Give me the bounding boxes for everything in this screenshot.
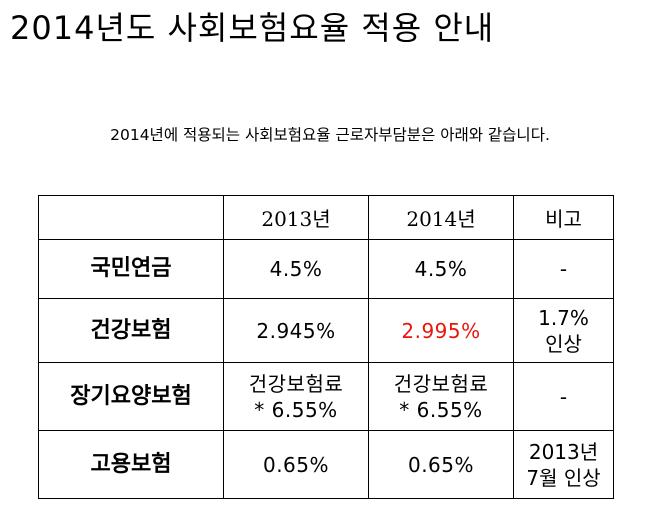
cell-2014-long-term-care: 건강보험료 * 6.55% [368,362,514,431]
row-label-national-pension: 국민연금 [38,239,224,299]
cell-note-long-term-care: - [513,362,614,431]
page-title: 2014년도 사회보험요율 적용 안내 [10,9,495,47]
cell-line-highlighted: 2.995% [401,318,481,343]
table-row-long-term-care: 장기요양보험 건강보험료 * 6.55% 건강보험료 * 6.55% - [38,362,614,431]
cell-2014-health-insurance: 2.995% [368,298,514,363]
cell-note-health-insurance: 1.7% 인상 [513,298,614,363]
cell-2014-national-pension: 4.5% [368,239,514,299]
cell-line: 4.5% [414,257,468,281]
cell-2014-employment-insurance: 0.65% [368,430,514,499]
cell-line: 건강보험료 [248,371,344,396]
cell-note-national-pension: - [513,239,614,299]
row-label-health-insurance: 건강보험 [38,298,224,363]
cell-2013-national-pension: 4.5% [223,239,369,299]
table-header-row: 2013년 2014년 비고 [38,195,614,240]
cell-line: 2013년 [528,439,599,464]
table-row-employment-insurance: 고용보험 0.65% 0.65% 2013년 7월 인상 [38,430,614,499]
cell-line: 7월 인상 [526,465,601,490]
cell-line: 2.945% [256,318,336,343]
header-note: 비고 [513,195,614,240]
header-2014: 2014년 [368,195,514,240]
insurance-rate-table: 2013년 2014년 비고 국민연금 4.5% 4.5% - 건강보험 2.9… [38,195,614,499]
cell-2013-employment-insurance: 0.65% [223,430,369,499]
header-blank-cell [38,195,224,240]
row-label-long-term-care: 장기요양보험 [38,362,224,431]
cell-2013-health-insurance: 2.945% [223,298,369,363]
cell-line: * 6.55% [399,397,483,422]
cell-line: 1.7% [538,305,589,330]
cell-line: 0.65% [262,452,330,477]
header-2013: 2013년 [223,195,369,240]
cell-line: - [559,257,568,281]
cell-line: * 6.55% [254,397,338,422]
cell-line: 건강보험료 [393,371,489,396]
cell-line: 인상 [545,331,582,356]
cell-line: 0.65% [407,452,475,477]
cell-2013-long-term-care: 건강보험료 * 6.55% [223,362,369,431]
cell-line: 4.5% [269,257,323,281]
cell-line: - [559,384,568,409]
page-subtitle: 2014년에 적용되는 사회보험요율 근로자부담분은 아래와 같습니다. [110,126,550,144]
table-row-health-insurance: 건강보험 2.945% 2.995% 1.7% 인상 [38,298,614,363]
cell-note-employment-insurance: 2013년 7월 인상 [513,430,614,499]
table-row-national-pension: 국민연금 4.5% 4.5% - [38,239,614,299]
row-label-employment-insurance: 고용보험 [38,430,224,499]
